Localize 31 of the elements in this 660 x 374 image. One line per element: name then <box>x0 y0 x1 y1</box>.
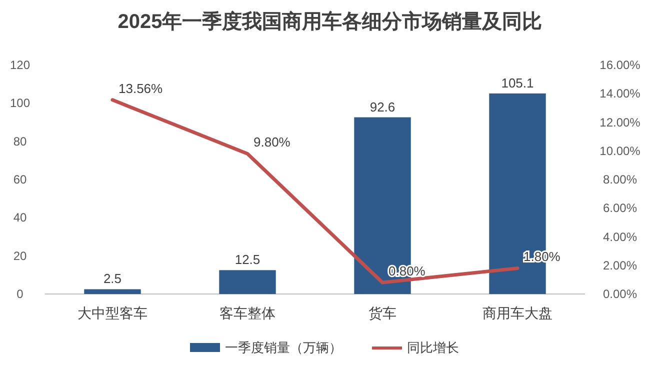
legend-label: 同比增长 <box>407 340 459 355</box>
y2-tick-label: 10.00% <box>600 144 641 158</box>
data-label: 13.56% <box>118 80 164 96</box>
data-label: 92.6 <box>370 99 396 114</box>
y2-tick-label: 4.00% <box>602 230 638 244</box>
legend-label: 一季度销量（万辆） <box>225 340 342 355</box>
y2-tick-label: 14.00% <box>600 86 641 101</box>
x-tick-label: 商用车大盘 <box>482 305 552 321</box>
chart-title: 2025年一季度我国商用车各细分市场销量及同比 <box>118 10 542 33</box>
x-tick-label: 货车 <box>368 305 396 321</box>
y-tick-label: 0 <box>16 287 24 301</box>
y2-tick-label: 0.00% <box>602 287 638 301</box>
bar <box>219 270 276 294</box>
data-label: 9.80% <box>254 134 291 150</box>
data-label: 105.1 <box>501 75 534 90</box>
y2-tick-label: 6.00% <box>602 201 638 216</box>
data-label: 2.5 <box>103 271 122 286</box>
y2-tick-label: 12.00% <box>600 115 641 130</box>
y-tick-label: 20 <box>13 248 27 263</box>
y2-tick-label: 8.00% <box>602 172 638 186</box>
y2-tick-label: 16.00% <box>600 58 641 72</box>
x-tick-label: 大中型客车 <box>78 305 148 321</box>
y-tick-label: 40 <box>13 210 27 225</box>
y-tick-label: 120 <box>10 58 30 72</box>
y-tick-label: 60 <box>13 172 27 186</box>
y-tick-label: 100 <box>10 96 30 110</box>
y2-tick-label: 2.00% <box>602 258 638 272</box>
x-tick-label: 客车整体 <box>220 305 276 321</box>
y-tick-label: 80 <box>13 134 27 148</box>
bar <box>84 289 141 294</box>
data-label: 12.5 <box>234 252 260 268</box>
